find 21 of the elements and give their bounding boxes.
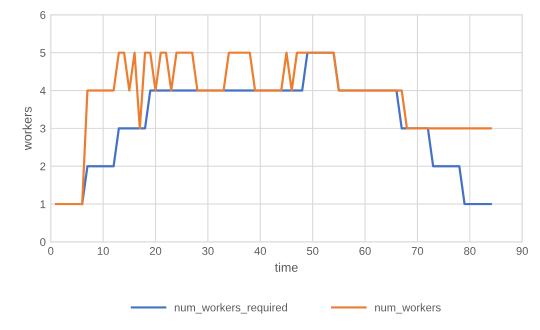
y-tick-label: 3 (40, 124, 46, 133)
x-tick-label: 0 (48, 247, 54, 255)
x-tick-label: 80 (464, 247, 476, 255)
x-tick-label: 20 (150, 247, 162, 255)
y-tick-label: 5 (40, 49, 46, 57)
x-tick-label: 90 (516, 247, 528, 255)
x-tick-label: 10 (98, 247, 109, 255)
x-tick-label: 30 (202, 247, 214, 255)
x-tick-label: 40 (254, 247, 266, 255)
legend-label: num_workers (375, 303, 441, 314)
legend-label: num_workers_required (174, 303, 288, 314)
y-tick-label: 1 (40, 200, 46, 208)
y-tick-label: 0 (40, 238, 46, 246)
x-tick-label: 70 (412, 247, 424, 255)
y-axis-title: workers (22, 106, 32, 150)
x-tick-label: 60 (359, 247, 371, 255)
y-tick-label: 2 (40, 162, 46, 170)
x-tick-label: 50 (306, 247, 318, 255)
y-tick-label: 6 (40, 11, 46, 19)
y-tick-label: 4 (40, 86, 46, 95)
x-axis-title: time (274, 262, 298, 272)
